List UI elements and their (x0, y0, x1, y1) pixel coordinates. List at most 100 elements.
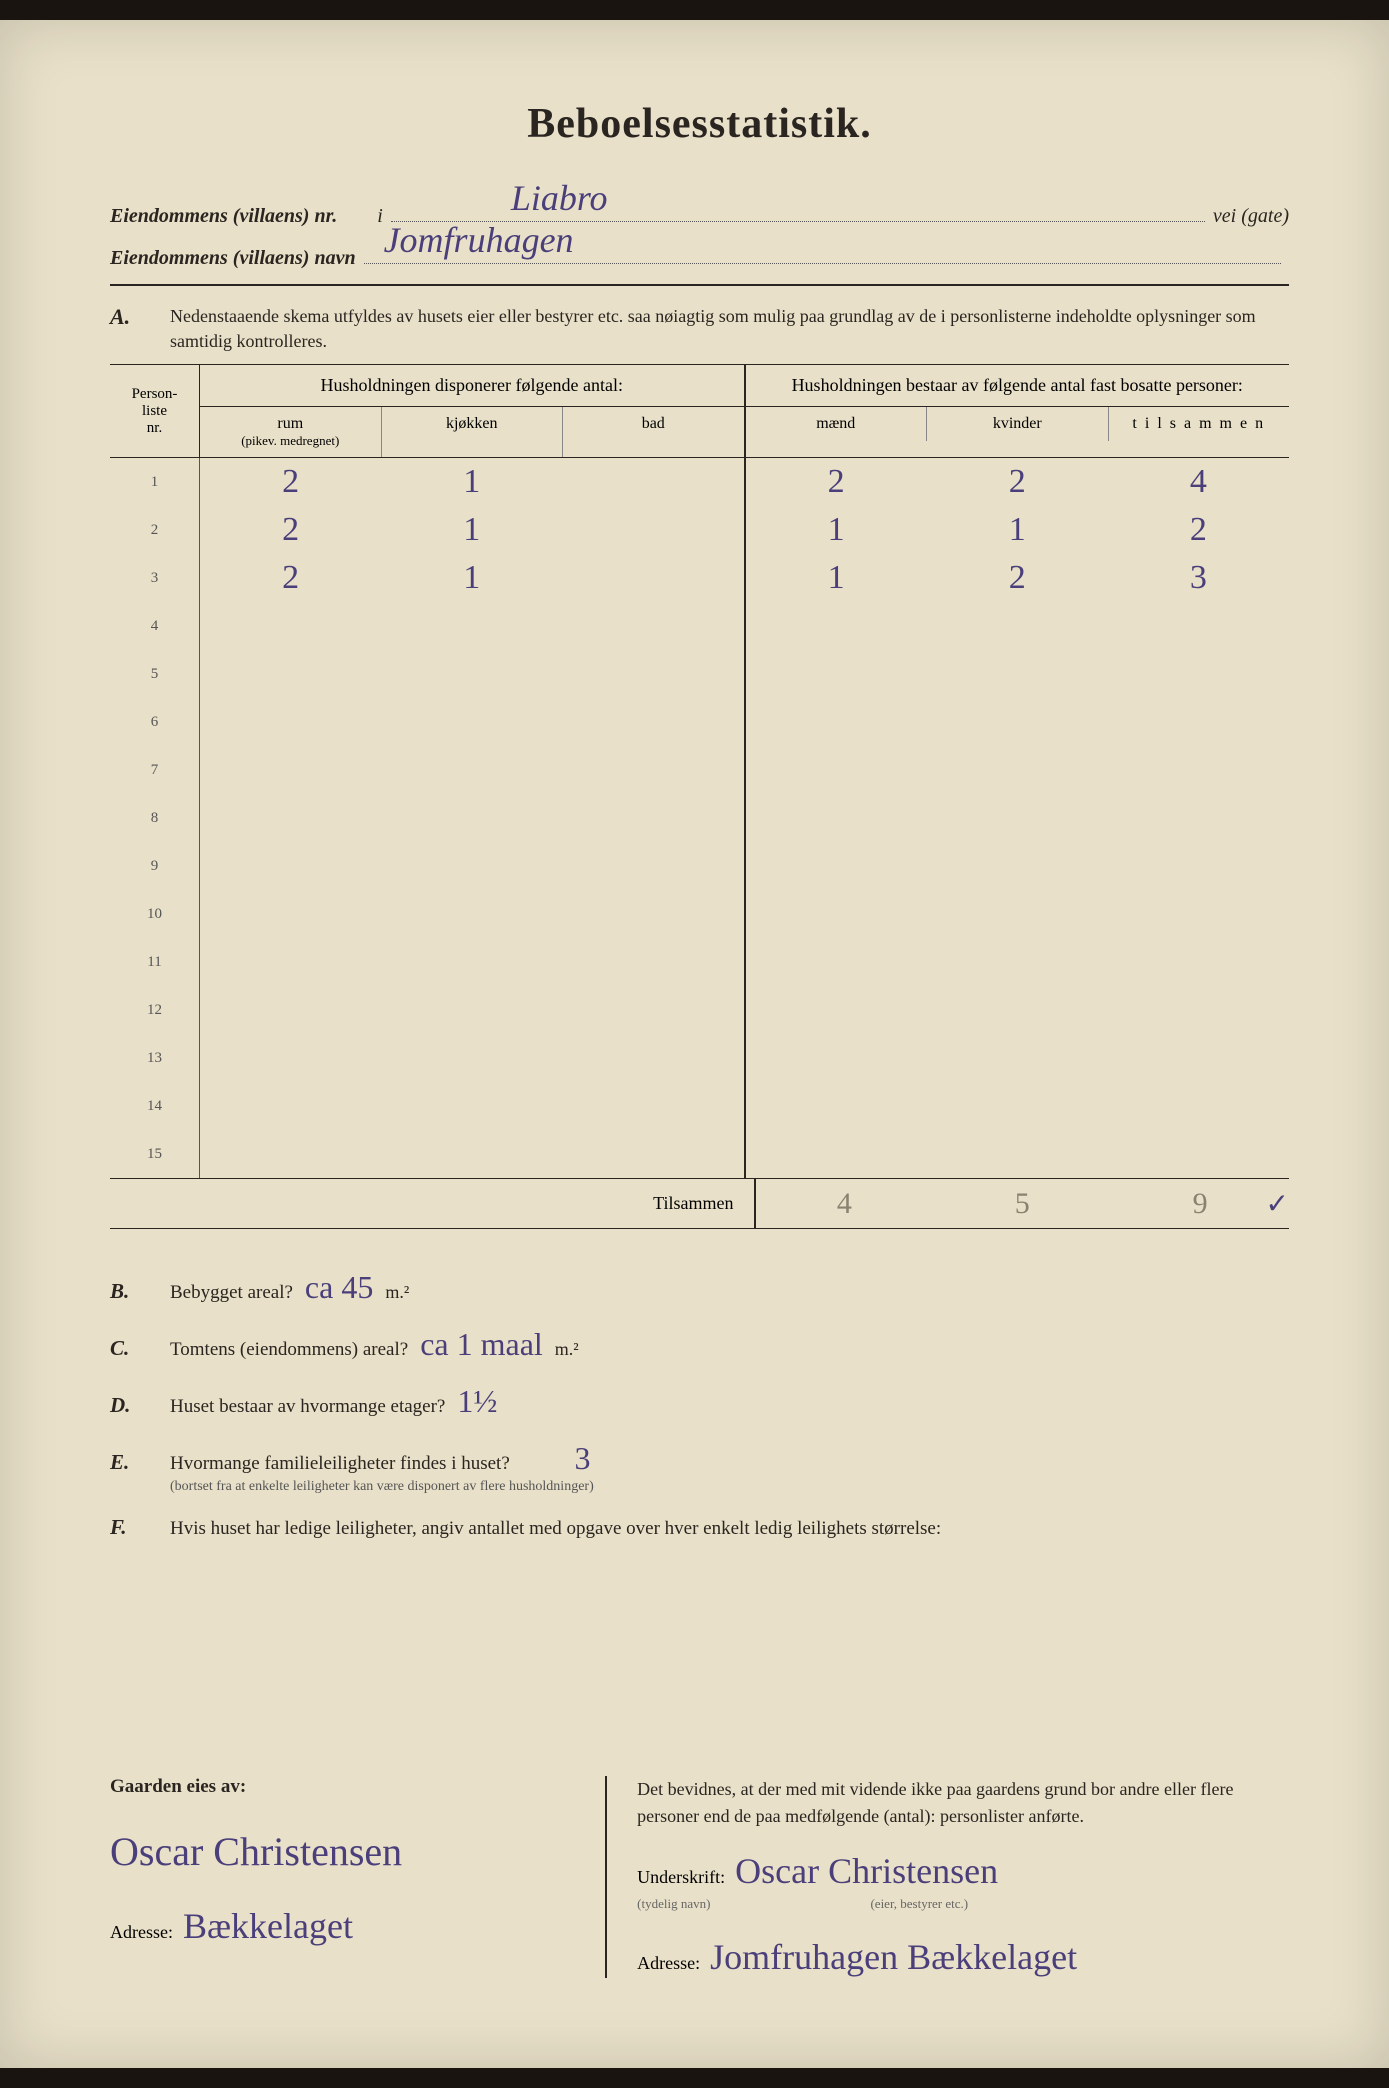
cell (381, 1082, 562, 1130)
row-right (746, 986, 1290, 1034)
left-header-text: Husholdningen disponerer følgende antal: (200, 365, 744, 407)
cell (381, 698, 562, 746)
signature-field: Underskrift: Oscar Christensen (637, 1850, 1289, 1892)
row-left: 21 (200, 506, 746, 554)
idx-l1: Person- (114, 386, 195, 403)
col-rum-label: rum (277, 415, 303, 432)
q-e-text: Hvormange familieleiligheter findes i hu… (170, 1453, 510, 1474)
cell (200, 794, 381, 842)
section-a-letter: A. (110, 304, 170, 330)
row-left (200, 1034, 746, 1082)
table-row: 121224 (110, 458, 1289, 506)
attestation-column: Det bevidnes, at der med mit vidende ikk… (605, 1776, 1289, 1978)
cell (746, 698, 927, 746)
row-index: 5 (110, 650, 200, 698)
checkmark-icon: ✓ (1266, 1187, 1289, 1221)
cell (200, 1130, 381, 1178)
cell (746, 602, 927, 650)
row-right (746, 1034, 1290, 1082)
cell (381, 794, 562, 842)
cell: 2 (200, 554, 381, 602)
cell (1108, 650, 1289, 698)
cell (927, 842, 1108, 890)
q-c-letter: C. (110, 1336, 170, 1361)
cell (200, 746, 381, 794)
tilsammen-label: Tilsammen (200, 1179, 756, 1228)
table-row: 8 (110, 794, 1289, 842)
col-kvinder: kvinder (927, 407, 1109, 441)
cell (746, 650, 927, 698)
table-row: 11 (110, 938, 1289, 986)
cell (746, 986, 927, 1034)
row-left: 21 (200, 554, 746, 602)
cell (927, 1130, 1108, 1178)
right-subheaders: mænd kvinder t i l s a m m e n (746, 407, 1290, 441)
questions-section: B. Bebygget areal? ca 45 m.² C. Tomtens … (110, 1269, 1289, 1540)
col-rum: rum (pikev. medregnet) (200, 407, 382, 457)
cell (562, 1130, 743, 1178)
row-left (200, 698, 746, 746)
property-street-value: Liabro (511, 177, 608, 219)
page-title: Beboelsesstatistik. (110, 100, 1289, 148)
total-sum: 9 (1111, 1179, 1289, 1228)
cell: 1 (381, 458, 562, 506)
row-right: 112 (746, 506, 1290, 554)
q-b-text: Bebygget areal? (170, 1282, 293, 1304)
cell (200, 1034, 381, 1082)
row-right (746, 650, 1290, 698)
q-d-text: Huset bestaar av hvormange etager? (170, 1396, 445, 1418)
cell: 1 (746, 506, 927, 554)
cell (1108, 794, 1289, 842)
totals-row: 4 5 9 (756, 1179, 1290, 1228)
row-right (746, 842, 1290, 890)
cell (200, 986, 381, 1034)
owner-column: Gaarden eies av: Oscar Christensen Adres… (110, 1776, 605, 1978)
row-left (200, 890, 746, 938)
cell (562, 986, 743, 1034)
question-e: E. Hvormange familieleiligheter findes i… (110, 1440, 1289, 1495)
cell (381, 890, 562, 938)
cell (927, 1082, 1108, 1130)
row-index: 4 (110, 602, 200, 650)
sign-address-field: Adresse: Jomfruhagen Bækkelaget (637, 1936, 1289, 1978)
cell (1108, 1130, 1289, 1178)
cell (927, 794, 1108, 842)
row-right (746, 1082, 1290, 1130)
row-index: 1 (110, 458, 200, 506)
total-maend: 4 (756, 1179, 934, 1228)
table-row: 12 (110, 986, 1289, 1034)
row-index: 8 (110, 794, 200, 842)
cell (562, 1034, 743, 1082)
cell (746, 746, 927, 794)
q-e-ans: 3 (575, 1440, 591, 1476)
cell: 2 (746, 458, 927, 506)
left-subheaders: rum (pikev. medregnet) kjøkken bad (200, 407, 744, 457)
row-left (200, 986, 746, 1034)
q-e-body: Hvormange familieleiligheter findes i hu… (170, 1440, 603, 1495)
table-row: 4 (110, 602, 1289, 650)
row-left (200, 842, 746, 890)
table-row: 6 (110, 698, 1289, 746)
cell (562, 458, 743, 506)
row-right (746, 602, 1290, 650)
table-row: 9 (110, 842, 1289, 890)
row-index: 11 (110, 938, 200, 986)
table-footer: Tilsammen 4 5 9 ✓ (110, 1178, 1289, 1228)
q-b-letter: B. (110, 1279, 170, 1304)
cell (1108, 1034, 1289, 1082)
document-page: Beboelsesstatistik. Eiendommens (villaen… (0, 20, 1389, 2068)
col-maend: mænd (746, 407, 928, 441)
row-left (200, 794, 746, 842)
question-b: B. Bebygget areal? ca 45 m.² (110, 1269, 1289, 1306)
row-right (746, 746, 1290, 794)
section-a: A. Nedenstaaende skema utfyldes av huset… (110, 296, 1289, 364)
cell (1108, 890, 1289, 938)
cell: 1 (381, 554, 562, 602)
cell (381, 602, 562, 650)
col-bad: bad (563, 407, 744, 457)
attestation-text: Det bevidnes, at der med mit vidende ikk… (637, 1776, 1289, 1830)
cell (381, 650, 562, 698)
cell (381, 1034, 562, 1082)
header-i: i (377, 205, 383, 228)
statistics-table: Person- liste nr. Husholdningen disponer… (110, 364, 1289, 1229)
